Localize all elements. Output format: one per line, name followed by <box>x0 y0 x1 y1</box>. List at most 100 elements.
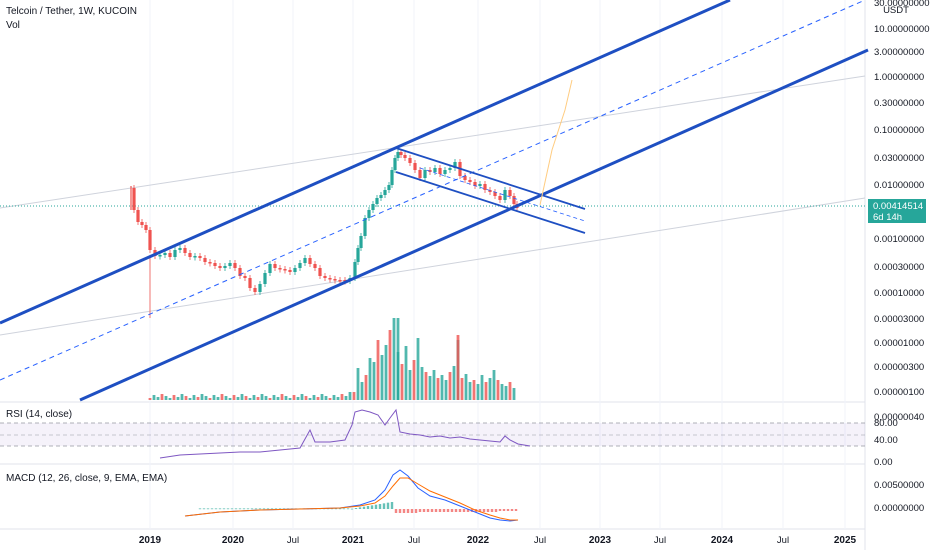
volume-bar <box>352 392 356 400</box>
macd-hist-bar <box>262 508 266 510</box>
candle-body <box>273 264 277 268</box>
macd-hist-bar <box>274 508 278 510</box>
rsi-level-80: 80.00 <box>874 418 898 429</box>
volume-bar <box>436 378 440 400</box>
macd-hist-bar <box>362 506 366 509</box>
candle-body <box>213 263 217 266</box>
macd-hist-bar <box>434 509 438 512</box>
time-tick-label: Jul <box>287 535 299 546</box>
volume-bar <box>296 397 300 400</box>
candle-body <box>263 273 267 284</box>
price-tick-label: 30.00000000 <box>874 0 929 9</box>
candle-body <box>379 195 383 198</box>
channel-midline[interactable] <box>0 0 866 381</box>
candle-body <box>293 268 297 272</box>
volume-bar <box>300 394 304 400</box>
descending-channel[interactable] <box>395 147 586 234</box>
volume-bar <box>360 382 364 400</box>
volume-bar <box>444 380 448 400</box>
desc-channel-lower[interactable] <box>395 171 586 234</box>
macd-hist-bar <box>214 508 218 510</box>
macd-hist-bar <box>382 503 386 509</box>
macd-hist-bar <box>390 502 394 509</box>
price-tick-label: 1.00000000 <box>874 72 924 83</box>
candle-body <box>238 268 242 276</box>
macd-hist-bar <box>342 508 346 510</box>
candle-body <box>203 258 207 262</box>
macd-title[interactable]: MACD (12, 26, close, 9, EMA, EMA) <box>6 473 167 484</box>
macd-hist-bar <box>454 509 458 512</box>
volume-bar <box>504 386 508 400</box>
channel-lower-line[interactable] <box>79 48 869 402</box>
volume-bar <box>228 398 232 400</box>
volume-bar <box>440 375 444 400</box>
price-tick-label: 10.00000000 <box>874 24 929 35</box>
price-axis[interactable]: 30.00000000 10.00000000 3.00000000 1.000000… <box>874 0 929 423</box>
candle-body <box>318 268 322 276</box>
volume-bar <box>452 366 456 400</box>
candle-body <box>136 210 140 222</box>
rsi-title[interactable]: RSI (14, close) <box>6 409 72 420</box>
volume-bar <box>472 380 476 400</box>
volume-bar <box>496 380 500 400</box>
macd-hist-bar <box>494 509 498 512</box>
volume-bar <box>404 346 408 400</box>
candle-body <box>387 185 391 190</box>
volume-bar <box>168 398 172 400</box>
volume-label: Vol <box>6 20 20 31</box>
macd-hist-bar <box>266 508 270 510</box>
candle-body <box>288 270 292 272</box>
time-tick-label: Jul <box>408 535 420 546</box>
macd-hist-bar <box>358 507 362 509</box>
macd-hist-bar <box>254 508 258 510</box>
volume-bar <box>156 397 160 400</box>
volume-bar <box>428 376 432 400</box>
macd-hist-bar <box>238 508 242 510</box>
candle-body <box>448 168 452 170</box>
macd-hist-bar <box>426 509 430 512</box>
candle-body <box>498 196 502 200</box>
volume-bar <box>268 398 272 400</box>
macd-hist-bar <box>250 508 254 510</box>
macd-histogram <box>198 502 518 513</box>
candle-body <box>268 264 272 273</box>
price-tick-label: 3.00000000 <box>874 47 924 58</box>
candle-body <box>478 184 482 186</box>
time-tick-label: 2021 <box>342 535 365 546</box>
candle-body <box>298 263 302 268</box>
candle-body <box>313 264 317 268</box>
candle-body <box>393 158 397 170</box>
macd-hist-bar <box>206 508 210 510</box>
macd-hist-bar <box>198 508 202 510</box>
volume-bar <box>216 397 220 400</box>
candle-body <box>399 152 403 155</box>
macd-hist-bar <box>506 509 510 511</box>
ascending-channel[interactable] <box>0 0 869 402</box>
volume-bar <box>204 396 208 400</box>
macd-hist-bar <box>278 508 282 510</box>
volume-bar <box>308 398 312 400</box>
candle-body <box>218 266 222 268</box>
time-axis[interactable]: 2019 2020 Jul 2021 Jul 2022 Jul 2023 Jul 2024 Jul 2… <box>139 535 857 546</box>
candle-body <box>243 276 247 278</box>
candle-body <box>438 168 442 174</box>
volume-bar <box>456 335 460 400</box>
price-tick-label: 0.01000000 <box>874 180 924 191</box>
desc-channel-mid[interactable] <box>419 167 586 222</box>
symbol-title[interactable]: Telcoin / Tether, 1W, KUCOIN <box>6 6 137 17</box>
volume-bar <box>324 396 328 400</box>
macd-hist-bar <box>458 509 462 512</box>
macd-hist-bar <box>246 508 250 510</box>
volume-bar <box>512 388 516 400</box>
macd-hist-bar <box>258 508 262 510</box>
price-tick-label: 0.00010000 <box>874 288 924 299</box>
desc-channel-upper[interactable] <box>395 147 586 210</box>
channel-upper-line[interactable] <box>0 0 731 325</box>
macd-hist-bar <box>490 509 494 512</box>
volume-bar <box>312 395 316 400</box>
projection-path <box>539 79 573 206</box>
volume-bar <box>260 394 264 400</box>
time-tick-label: Jul <box>777 535 789 546</box>
volume-bar <box>180 394 184 400</box>
